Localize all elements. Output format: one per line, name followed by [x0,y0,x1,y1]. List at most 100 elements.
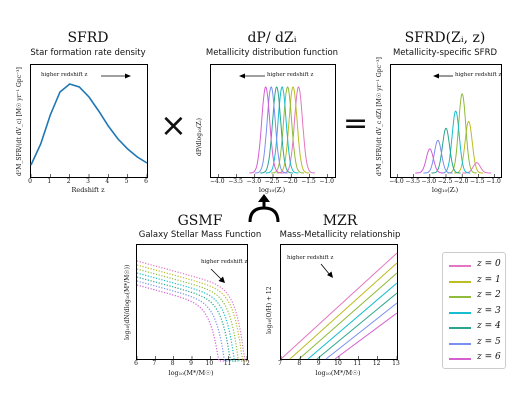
sfrd-xlabel: Redshift z [71,186,105,194]
mssfr-curve-z6 [415,148,445,174]
mzr-line-z0 [280,252,398,360]
dpdz-arrow-icon [239,73,265,79]
mzr-xtick: 7 [278,360,282,367]
dpdz-curve-z4 [260,86,294,174]
gsmf-xtick: 6 [134,360,138,367]
mssfr-annotation: higher redshift z [455,72,502,78]
gsmf-curve-z3 [136,272,240,362]
gsmf-ylabel: log₁₀(dN/dlog₁₀(M*/M☉)) [124,264,131,340]
legend-swatch [449,296,471,298]
dpdz-xtick: −2.5 [264,178,280,185]
sfrd-xtick: 5 [124,178,129,185]
mssfr-xtick: −2.5 [437,178,453,185]
dpdz-ylabel: dP/dlog₁₀(Zᵢ) [196,118,203,156]
dpdz-curve-z5 [254,86,288,174]
gsmf-curve-z1 [136,264,247,362]
gsmf-curve-z0 [136,260,249,362]
dpdz-annotation: higher redshift z [267,72,314,78]
legend-label: z = 5 [477,336,501,347]
sfrd-xtick: 1 [47,178,52,185]
gsmf-subtitle: Galaxy Stellar Mass Function [138,230,262,240]
sfrd-arrow-icon [101,73,131,79]
mzr-ylabel: log₁₀(O/H) + 12 [266,286,273,334]
sfrd-xtick: 4 [105,178,110,185]
mzr-title: MZR [322,213,358,229]
mssfr-curve-z1 [454,120,484,174]
legend-swatch [449,280,471,283]
mssfr-curve-z4 [431,127,461,174]
gsmf-title: GSMF [177,213,223,229]
legend-label: z = 6 [477,352,501,362]
legend-swatch [449,265,471,267]
mssfr-plot [397,93,495,177]
mzr-xtick: 8 [297,360,302,367]
dpdz-xtick: −2.0 [282,178,298,185]
legend-swatch [449,327,471,329]
dpdz-xtick: −3.5 [228,178,243,185]
sfrd-subtitle: Star formation rate density [30,48,146,58]
legend-label: z = 0 [477,259,501,269]
mzr-xlabel: log₁₀(M*/M☉) [315,369,361,377]
mssfr-curve-z3 [441,110,471,174]
mzr-plot [280,252,398,360]
mssfr-subtitle: Metallicity-specific SFRD [392,48,498,58]
legend-label: z = 3 [477,305,501,316]
gsmf-curve-z6 [136,284,225,362]
gsmf-xtick: 10 [205,360,214,367]
sfrd-ylabel: d²M_SFR/(dt dV_c) [M☉ yr⁻¹ Gpc⁻³] [16,67,23,176]
mzr-xtick: 12 [372,360,381,367]
mzr-annotation: higher redshift z [287,255,334,261]
dpdz-panel: higher redshift z [210,64,336,178]
legend-label: z = 2 [477,290,501,300]
gsmf-xtick: 8 [170,360,175,367]
gsmf-xtick: 11 [223,360,232,367]
gsmf-panel: higher redshift z [136,244,249,362]
combine-arrow-icon [248,194,280,223]
dpdz-curve-z6 [249,86,283,174]
mssfr-ylabel: d³M_SFR/(dt dV_c dZ) [M☉ yr⁻¹ Gpc⁻³] [376,57,383,176]
dpdz-plot [217,86,329,177]
mssfr-xlabel: log₁₀(Zᵢ) [431,186,459,194]
mssfr-xtick: −3.0 [421,178,437,185]
equals-operator: = [343,106,369,141]
mzr-xtick: 13 [392,360,400,367]
gsmf-xtick: 7 [152,360,157,367]
mssfr-title: SFRD(Zᵢ, z) [404,30,486,46]
mzr-line-z3 [307,282,398,360]
sfrd-xtick: 0 [28,178,32,185]
mzr-arrow-icon [320,263,333,278]
gsmf-xtick: 12 [242,360,250,367]
mzr-line-z6 [334,312,398,360]
mzr-xtick: 9 [316,360,321,367]
gsmf-curve-z5 [136,280,231,362]
dpdz-xtick: −3.0 [246,178,262,185]
legend: z = 0 z = 1 z = 2 z = 3 z = 4 z = 5 z = 6 [442,252,506,369]
mzr-line-z4 [316,292,398,360]
dpdz-subtitle: Metallicity distribution function [205,48,339,58]
mssfr-curve-z5 [423,139,453,174]
sfrd-plot [30,83,148,177]
mssfr-xtick: −1.5 [470,178,485,185]
mzr-xtick: 10 [334,360,342,367]
sfrd-curve [30,83,148,166]
mssfr-xtick: −1.0 [486,178,501,185]
mssfr-xtick: −4.0 [389,178,404,185]
mzr-subtitle: Mass-Metallicity relationship [279,230,401,240]
mssfr-xtick: −2.0 [453,178,469,185]
sfrd-xtick: 6 [144,178,148,185]
sfrd-xtick: 3 [86,178,90,185]
dpdz-xtick: −4.0 [209,178,225,185]
sfrd-title: SFRD [67,30,109,46]
times-operator: × [160,106,187,144]
sfrd-xtick: 2 [66,178,71,185]
mzr-line-z1 [289,262,398,360]
sfrd-panel: higher redshift z [30,64,148,178]
mssfr-curve-z2 [447,93,477,174]
gsmf-arrow-icon [210,268,225,283]
mssfr-arrow-icon [433,73,453,79]
gsmf-curve-z2 [136,268,244,362]
mzr-line-z2 [298,272,398,360]
mzr-line-z5 [325,302,398,360]
mssfr-xtick: −3.5 [405,178,420,185]
dpdz-xtick: −1.5 [301,178,316,185]
